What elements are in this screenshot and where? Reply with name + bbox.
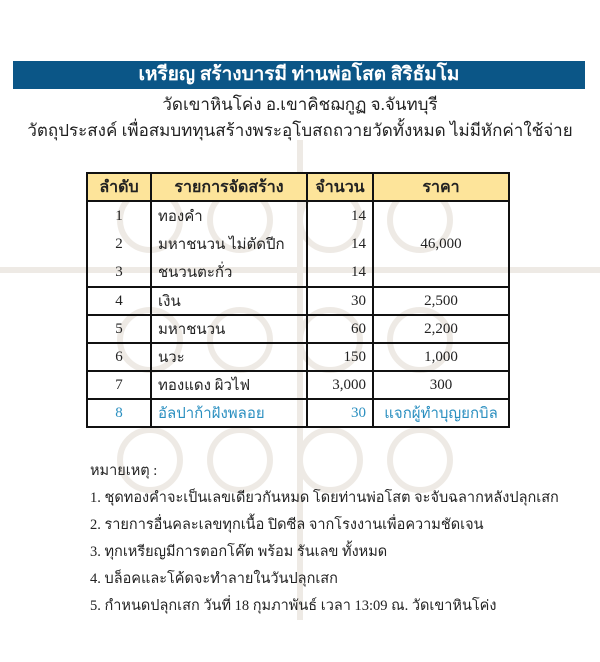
row-item: มหาชนวน ไม่ตัดปีก	[150, 230, 308, 258]
table-row: 4 เงิน 30 2,500	[86, 286, 510, 316]
note-item: 3. ทุกเหรียญมีการตอกโค๊ต พร้อม รันเลข ทั…	[90, 544, 388, 560]
row-item: ทองคำ	[150, 201, 308, 230]
row-item: ทองแดง ผิวไฟ	[150, 370, 308, 400]
col-item: รายการจัดสร้าง	[150, 172, 308, 202]
table-row: 5 มหาชนวน 60 2,200	[86, 314, 510, 344]
row-qty: 150	[306, 342, 374, 372]
note-item: 1. ชุดทองคำจะเป็นเลขเดียวกันหมด โดยท่านพ…	[90, 490, 559, 506]
table-row: 7 ทองแดง ผิวไฟ 3,000 300	[86, 370, 510, 400]
row-qty: 30	[306, 398, 374, 428]
col-no: ลำดับ	[86, 172, 152, 202]
table-header: ลำดับ รายการจัดสร้าง จำนวน ราคา	[86, 172, 510, 202]
row-price: 2,500	[372, 286, 510, 316]
items-table: ลำดับ รายการจัดสร้าง จำนวน ราคา 1 ทองคำ …	[86, 172, 510, 428]
row-qty: 3,000	[306, 370, 374, 400]
col-price: ราคา	[372, 172, 510, 202]
row-price: แจกผู้ทำบุญยกบิล	[372, 398, 510, 428]
table-row: 2 มหาชนวน ไม่ตัดปีก 14	[86, 230, 509, 258]
row-price: 46,000	[372, 200, 510, 288]
row-item: อัลปาก้าฝังพลอย	[150, 398, 308, 428]
row-no: 3	[86, 258, 152, 287]
col-qty: จำนวน	[306, 172, 374, 202]
row-no: 5	[86, 314, 152, 344]
notes-label: หมายเหตุ :	[90, 463, 158, 479]
row-no: 4	[86, 286, 152, 316]
row-qty: 60	[306, 314, 374, 344]
temple-line: วัดเขาหินโค่ง อ.เขาคิชฌกูฏ จ.จันทบุรี	[162, 95, 438, 114]
row-item: นวะ	[150, 342, 308, 372]
table-row: 3 ชนวนตะกั่ว 14	[86, 258, 509, 287]
row-item: เงิน	[150, 286, 308, 316]
row-no: 6	[86, 342, 152, 372]
row-no: 8	[86, 398, 152, 428]
note-item: 4. บล็อคและโค้ดจะทำลายในวันปลุกเสก	[90, 571, 338, 587]
row-price: 1,000	[372, 342, 510, 372]
row-price: 2,200	[372, 314, 510, 344]
row-no: 1	[86, 201, 152, 230]
row-no: 7	[86, 370, 152, 400]
row-qty: 14	[306, 201, 374, 230]
row-qty: 14	[306, 258, 374, 287]
note-item: 2. รายการอื่นคละเลขทุกเนื้อ ปิดซีล จากโร…	[90, 517, 484, 533]
row-price: 300	[372, 370, 510, 400]
row-item: มหาชนวน	[150, 314, 308, 344]
row-qty: 14	[306, 230, 374, 258]
notes-section: หมายเหตุ : 1. ชุดทองคำจะเป็นเลขเดียวกันห…	[90, 458, 559, 620]
table-row: 6 นวะ 150 1,000	[86, 342, 510, 372]
purpose-line: วัตถุประสงค์ เพื่อสมบททุนสร้างพระอุโบสถถ…	[27, 121, 573, 140]
table-row: 1 ทองคำ 14 46,000	[86, 200, 510, 288]
table-row-highlighted: 8 อัลปาก้าฝังพลอย 30 แจกผู้ทำบุญยกบิล	[86, 398, 510, 428]
row-item: ชนวนตะกั่ว	[150, 258, 308, 287]
note-item: 5. กำหนดปลุกเสก วันที่ 18 กุมภาพันธ์ เวล…	[90, 598, 497, 614]
title-banner: เหรียญ สร้างบารมี ท่านพ่อโสต สิริธัมโม	[13, 61, 585, 89]
row-no: 2	[86, 230, 152, 258]
row-qty: 30	[306, 286, 374, 316]
